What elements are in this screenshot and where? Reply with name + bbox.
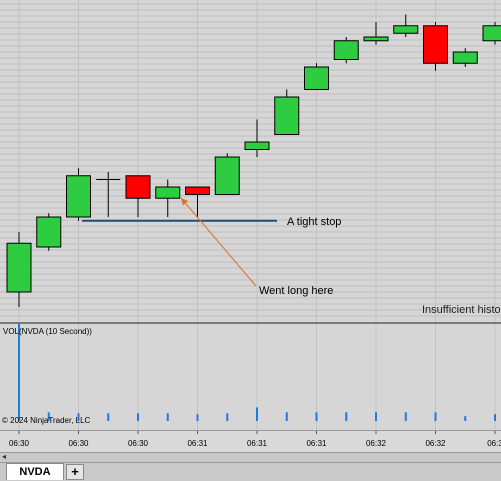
volume-bar — [137, 413, 139, 421]
volume-bar — [435, 412, 437, 421]
candle — [37, 213, 61, 251]
volume-bar — [167, 413, 169, 421]
candle-body — [245, 142, 269, 150]
volume-bar — [405, 412, 407, 421]
insufficient-history-text: Insufficient histo — [422, 304, 501, 316]
volume-bar — [107, 413, 109, 421]
time-tick-label: 06:30 — [128, 439, 149, 448]
candle-body — [37, 217, 61, 247]
volume-bar — [494, 414, 496, 421]
candle — [305, 63, 329, 89]
price-chart-panel[interactable]: A tight stop Went long here Insufficient… — [0, 0, 501, 322]
volume-chart-svg: VOL(NVDA (10 Second)) © 2024 NinjaTrader… — [0, 324, 501, 430]
stop-annotation-label: A tight stop — [287, 216, 341, 228]
time-axis-svg: 06:30 06:30 06:30 06:31 06:31 06:31 06:32 06:32… — [0, 431, 501, 453]
volume-bar — [226, 413, 228, 421]
candle — [424, 22, 448, 71]
candle-body — [7, 243, 31, 292]
candle-body — [394, 26, 418, 34]
candle — [96, 172, 120, 217]
copyright-text: © 2024 NinjaTrader, LLC — [2, 416, 91, 425]
candle-body — [305, 67, 329, 90]
candle-body — [275, 97, 299, 135]
candle — [334, 37, 358, 63]
entry-arrow — [181, 198, 256, 286]
add-tab-button[interactable]: + — [66, 464, 84, 480]
candle-body — [424, 26, 448, 64]
candle-body — [483, 26, 501, 41]
candle — [67, 168, 91, 221]
candle — [394, 15, 418, 38]
candle — [483, 22, 501, 45]
candle — [126, 176, 150, 217]
candle-body — [334, 41, 358, 60]
candle-body — [126, 176, 150, 199]
scroll-left-icon[interactable]: ◂ — [0, 452, 8, 462]
tab-nvda[interactable]: NVDA — [6, 463, 64, 480]
candle-body — [364, 37, 388, 41]
candle — [275, 90, 299, 135]
time-tick-label: 06:32 — [366, 439, 387, 448]
candle-body — [67, 176, 91, 217]
time-tick-label: 06:31 — [187, 439, 208, 448]
volume-bar — [375, 412, 377, 421]
volume-bar — [197, 414, 199, 421]
volume-bar — [286, 412, 288, 421]
time-tick-label: 06:30 — [68, 439, 89, 448]
candle — [364, 22, 388, 45]
volume-indicator-title: VOL(NVDA (10 Second)) — [3, 327, 92, 336]
candle — [7, 232, 31, 307]
candle-body — [453, 52, 477, 63]
volume-panel[interactable]: VOL(NVDA (10 Second)) © 2024 NinjaTrader… — [0, 324, 501, 430]
time-tick-label: 06:32 — [425, 439, 446, 448]
candle-body — [215, 157, 239, 195]
price-chart-svg: A tight stop Went long here Insufficient… — [0, 0, 501, 322]
volume-bar — [316, 412, 318, 421]
candle-body — [186, 187, 210, 195]
candle — [215, 153, 239, 194]
volume-bar — [18, 324, 20, 421]
time-tick-label: 06:31 — [247, 439, 268, 448]
time-axis[interactable]: 06:30 06:30 06:30 06:31 06:31 06:31 06:32 06:32… — [0, 430, 501, 453]
candle — [245, 120, 269, 158]
volume-bar — [464, 416, 466, 421]
time-tick-label: 06:30 — [9, 439, 30, 448]
volume-bar — [345, 412, 347, 421]
candle — [156, 180, 180, 218]
time-tick-label: 06:31 — [306, 439, 327, 448]
time-tick-label: 06:3 — [487, 439, 501, 448]
entry-annotation-label: Went long here — [259, 285, 333, 297]
candle-body — [156, 187, 180, 198]
volume-bar — [256, 407, 258, 421]
